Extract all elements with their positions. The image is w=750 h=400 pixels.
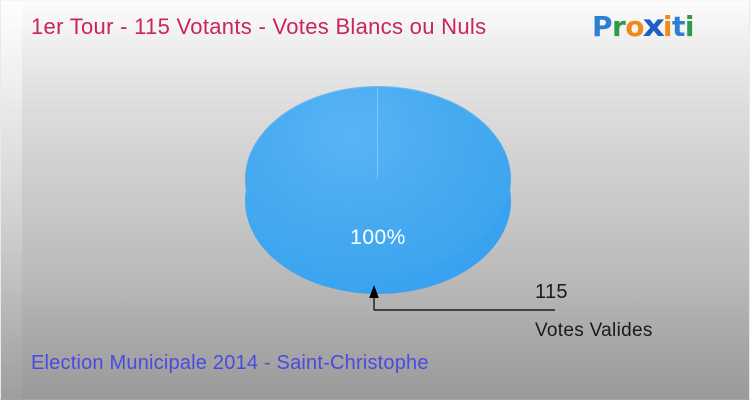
chart-subtitle: Election Municipale 2014 - Saint-Christo… xyxy=(31,352,429,374)
proxiti-logo[interactable]: Proxiti xyxy=(591,9,695,44)
callout-value: 115 xyxy=(535,281,568,303)
callout-label: Votes Valides xyxy=(535,320,653,341)
logo-letter-o: o xyxy=(625,10,645,43)
logo-letter-i-second: i xyxy=(684,10,695,43)
pie-slice-votes-valides[interactable] xyxy=(245,86,511,272)
logo-letter-t: t xyxy=(672,10,685,43)
page-title: 1er Tour - 115 Votants - Votes Blancs ou… xyxy=(31,14,487,39)
logo-letter-r: r xyxy=(611,10,626,43)
pie-slice-percentage-label: 100% xyxy=(350,226,406,249)
pie-chart: 100% xyxy=(245,86,511,312)
logo-letter-i-first: i xyxy=(662,10,673,43)
pie-slice-boundary xyxy=(377,88,378,179)
callout-leader-line xyxy=(369,285,555,311)
logo-letter-p: P xyxy=(591,10,613,43)
canvas-left-highlight xyxy=(0,0,22,400)
logo-letter-x: x xyxy=(642,9,665,44)
